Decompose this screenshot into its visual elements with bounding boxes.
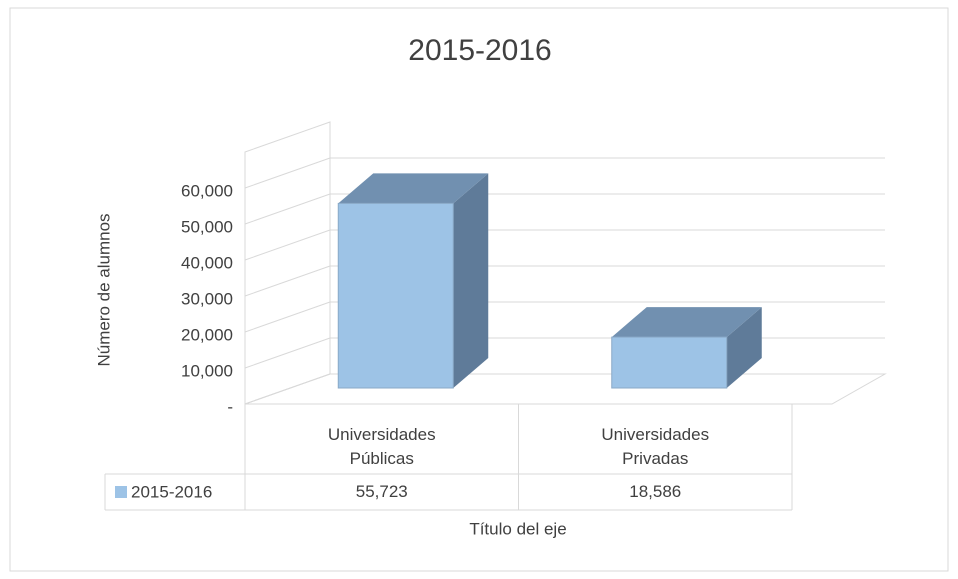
bar [611,307,762,389]
bar [337,173,489,389]
y-tick-label: 30,000 [181,289,233,308]
grid-line [244,301,331,333]
y-axis-title: Número de alumnos [94,213,113,366]
y-tick-label: - [227,397,233,416]
table-cell-text: Universidades Privadas [601,425,710,468]
table-cell-text: 55,723 [355,482,408,501]
table-cell-text: Universidades Públicas [327,425,436,468]
table-cell: Universidades Privadas [601,425,710,468]
y-tick-label: 20,000 [181,325,233,344]
legend-swatch [115,486,127,498]
bar-side [726,307,762,388]
bar-top [611,307,762,338]
y-tick-label: 60,000 [181,181,233,200]
grid-line [244,229,331,261]
bar-front [337,202,454,389]
y-tick-label: 40,000 [181,253,233,272]
grid-line [244,373,331,405]
grid-line [244,265,331,297]
y-tick-label: 10,000 [181,361,233,380]
table-cell: 18,586 [629,482,682,501]
grid-line [244,157,331,189]
legend-label: 2015-2016 [131,482,212,501]
y-tick-label: 50,000 [181,217,233,236]
bar-front [611,336,728,389]
grid-line [244,337,331,369]
bar-top [338,173,489,204]
x-axis-title: Título del eje [469,519,566,538]
table-cell: Universidades Públicas [327,425,436,468]
bar-side [453,173,489,388]
chart-title: 2015-2016 [408,34,551,67]
grid-line [244,193,331,225]
table-cell: 55,723 [355,482,408,501]
table-cell-text: 18,586 [629,482,682,501]
